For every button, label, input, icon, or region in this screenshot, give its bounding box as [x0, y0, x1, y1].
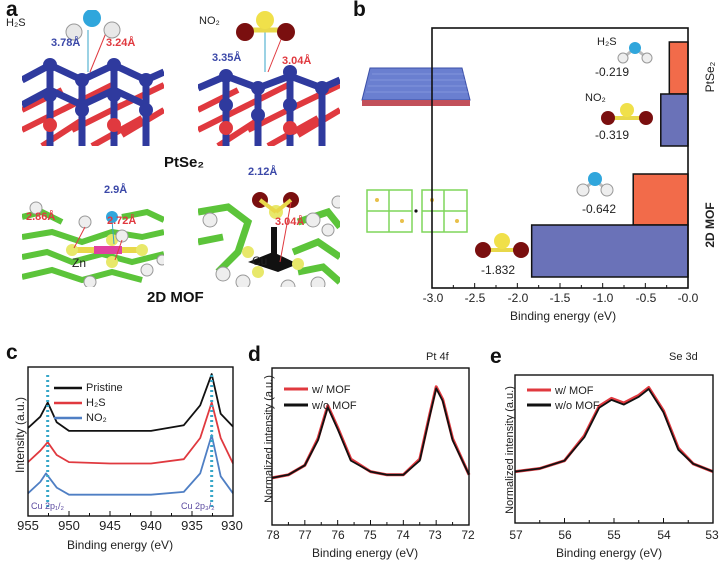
h2s-mof-distance-blue: 2.9Å: [104, 184, 128, 196]
x-tick: 72: [461, 528, 475, 542]
ptse2-lattice-icon: [22, 10, 164, 146]
x-tick: 950: [58, 518, 80, 533]
x-tick: -0.5: [635, 291, 657, 305]
series-line: [271, 385, 471, 480]
panel-d-letter: d: [248, 343, 261, 366]
legend-wo-mof: w/o MOF: [312, 400, 357, 412]
bar: [668, 41, 689, 95]
x-axis-title: Binding energy (eV): [556, 546, 663, 560]
mof-sheet-icon: [366, 189, 468, 233]
h2s-molecule-label: H₂S: [6, 17, 26, 29]
h2s-on-mof-structure: [22, 172, 164, 287]
2d-mof-caption: 2D MOF: [147, 289, 204, 306]
x-tick: 55: [607, 528, 621, 542]
legend-wo-mof: w/o MOF: [555, 400, 600, 412]
ptse2-lattice-icon: [198, 11, 340, 146]
legend-h2s: H₂S: [86, 397, 106, 409]
x-tick: -3.0: [422, 291, 444, 305]
x-tick: 54: [657, 528, 671, 542]
no2-mof-distance-red: 3.04Å: [275, 216, 305, 228]
panel-e-letter: e: [490, 345, 502, 368]
x-tick: 78: [266, 528, 280, 542]
cu-atom-label: Cu: [252, 254, 268, 268]
h2s-molecule-icon: [617, 42, 653, 64]
x-tick: -2.5: [464, 291, 486, 305]
bar: [530, 224, 689, 278]
h2s-mof-distance-red-2: 2.72Å: [107, 215, 137, 227]
no2-ptse2-distance-blue: 3.35Å: [212, 52, 242, 64]
x-tick: 74: [396, 528, 410, 542]
no2-molecule-label-b: NO₂: [585, 92, 606, 104]
mof-framework-icon: [198, 192, 340, 287]
x-tick: -1.5: [549, 291, 571, 305]
h2s-molecule-icon: [576, 172, 614, 197]
x-tick: 75: [363, 528, 377, 542]
cu2p-xps-chart: [27, 366, 234, 517]
series-line: [514, 388, 714, 473]
x-tick: 76: [331, 528, 345, 542]
panel-c-letter: c: [6, 341, 18, 364]
no2-molecule-icon: [601, 103, 653, 125]
y-axis-title: Intensity (a.u.): [13, 396, 27, 474]
h2s-mof-distance-red-1: 2.86Å: [26, 211, 56, 223]
no2-molecule-icon: [475, 233, 529, 258]
cu-2p32-annotation: Cu 2p₃/₂: [181, 501, 215, 511]
y-axis-title: Normalized intensity (a.u.): [504, 386, 516, 514]
bar: [632, 173, 689, 226]
no2-ptse2-distance-red: 3.04Å: [282, 55, 312, 67]
x-tick: 940: [140, 518, 162, 533]
ptse2-h2s-value: -0.219: [595, 65, 630, 79]
cu-2p12-annotation: Cu 2p₁/₂: [31, 501, 65, 511]
y-axis-title: Normalized intensity (a.u.): [263, 375, 275, 503]
x-axis-title: Binding energy (eV): [67, 538, 174, 552]
x-axis-title: Binding energy (eV): [510, 309, 617, 323]
series-line: [271, 387, 470, 479]
x-tick: -2.0: [507, 291, 529, 305]
zn-atom-label: Zn: [72, 256, 87, 270]
x-tick: 930: [221, 518, 243, 533]
ptse2-no2-value: -0.319: [595, 128, 630, 142]
series-line: [27, 373, 234, 432]
x-tick: -1.0: [592, 291, 614, 305]
bar: [660, 93, 689, 147]
series-line: [27, 401, 234, 465]
group-label-2d-mof: 2D MOF: [703, 202, 717, 248]
mof-h2s-value: -0.642: [582, 202, 617, 216]
x-tick: 935: [181, 518, 203, 533]
no2-mof-distance-blue: 2.12Å: [248, 166, 278, 178]
se3d-xps-chart: [514, 374, 714, 524]
x-tick: 73: [428, 528, 442, 542]
pt4f-xps-chart: [271, 367, 471, 526]
binding-energy-bar-chart: [431, 27, 689, 289]
x-tick: 57: [509, 528, 523, 542]
panel-a-letter: a: [6, 0, 18, 21]
h2s-molecule-label-b: H₂S: [597, 36, 617, 48]
h2s-on-ptse2-structure: [22, 10, 164, 146]
legend-pristine: Pristine: [86, 382, 123, 394]
group-label-ptse2: PtSe₂: [703, 61, 717, 93]
x-tick: 53: [705, 528, 719, 542]
h2s-ptse2-distance-blue: 3.78Å: [51, 37, 81, 49]
x-tick: 77: [298, 528, 312, 542]
chart-title-se3d: Se 3d: [669, 351, 698, 363]
x-tick: 56: [558, 528, 572, 542]
legend-w-mof: w/ MOF: [555, 385, 594, 397]
no2-on-mof-structure: [198, 172, 340, 287]
panel-b-letter: b: [353, 0, 366, 21]
x-axis-title: Binding energy (eV): [312, 546, 419, 560]
mof-no2-value: -1.832: [481, 263, 516, 277]
x-tick: 945: [99, 518, 121, 533]
mof-framework-icon: [22, 201, 164, 287]
ptse2-sheet-icon: [361, 67, 471, 106]
legend-no2: NO₂: [86, 412, 107, 424]
x-tick: 955: [17, 518, 39, 533]
no2-molecule-label: NO₂: [199, 15, 220, 27]
legend-w-mof: w/ MOF: [312, 384, 351, 396]
chart-title-pt4f: Pt 4f: [426, 351, 449, 363]
x-tick: -0.0: [677, 291, 699, 305]
h2s-ptse2-distance-red: 3.24Å: [106, 37, 136, 49]
no2-on-ptse2-structure: [198, 10, 340, 146]
ptse2-caption: PtSe₂: [164, 154, 205, 171]
series-line: [27, 434, 234, 496]
